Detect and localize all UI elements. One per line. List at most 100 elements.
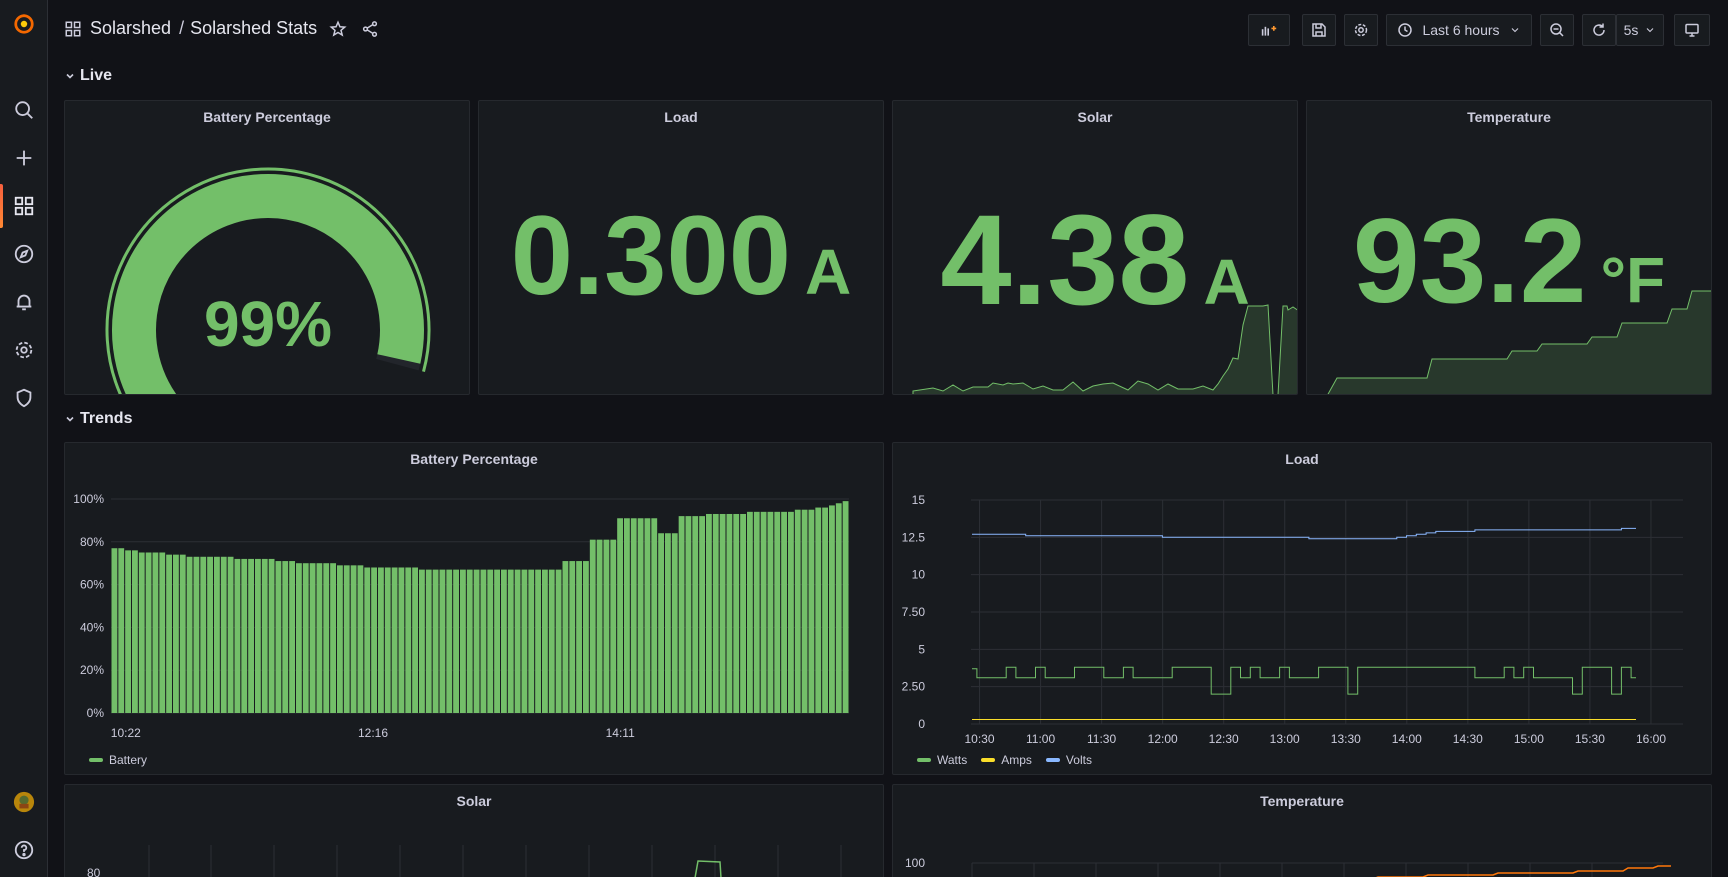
bar[interactable] xyxy=(665,533,671,713)
plus-icon[interactable] xyxy=(0,140,48,176)
share-icon[interactable] xyxy=(361,20,379,38)
bar[interactable] xyxy=(507,569,514,713)
bar[interactable] xyxy=(706,513,712,713)
bar[interactable] xyxy=(391,567,398,713)
bar[interactable] xyxy=(788,511,794,713)
bar[interactable] xyxy=(630,518,637,713)
bar[interactable] xyxy=(658,533,664,713)
configuration-gear-icon[interactable] xyxy=(0,332,48,368)
panel-trends-battery[interactable]: Battery Percentage 0% 20% 40% 60% 80% 100% 10:… xyxy=(64,442,884,775)
bar[interactable] xyxy=(118,548,125,713)
bar[interactable] xyxy=(323,563,330,713)
bar[interactable] xyxy=(781,511,787,713)
bar[interactable] xyxy=(712,513,719,713)
bar[interactable] xyxy=(248,558,254,713)
view-mode-button[interactable] xyxy=(1674,14,1710,46)
bar[interactable] xyxy=(685,516,692,713)
bar[interactable] xyxy=(241,558,248,713)
panel-trends-solar[interactable]: Solar 80 xyxy=(64,784,884,877)
bar[interactable] xyxy=(480,569,487,713)
bar[interactable] xyxy=(794,509,801,713)
dashboards-icon[interactable] xyxy=(0,188,48,224)
panel-live-battery[interactable]: Battery Percentage 99% xyxy=(64,100,470,395)
bar[interactable] xyxy=(651,518,658,713)
bar[interactable] xyxy=(364,567,371,713)
bar[interactable] xyxy=(692,516,699,713)
server-admin-shield-icon[interactable] xyxy=(0,380,48,416)
bar[interactable] xyxy=(678,516,685,713)
bar[interactable] xyxy=(419,569,425,713)
panel-live-temperature[interactable]: Temperature 93.2 °F xyxy=(1306,100,1712,395)
bar[interactable] xyxy=(835,503,842,713)
bar[interactable] xyxy=(214,556,220,713)
bar[interactable] xyxy=(138,552,145,714)
bar[interactable] xyxy=(535,569,541,713)
bar[interactable] xyxy=(726,513,733,713)
save-dashboard-button[interactable] xyxy=(1302,14,1336,46)
bar[interactable] xyxy=(487,569,494,713)
bar[interactable] xyxy=(494,569,500,713)
bar[interactable] xyxy=(227,556,234,713)
bar[interactable] xyxy=(179,554,186,713)
bar[interactable] xyxy=(425,569,432,713)
bar[interactable] xyxy=(282,561,289,713)
legend-item-volts[interactable]: Volts xyxy=(1045,753,1092,767)
bar[interactable] xyxy=(644,518,651,713)
bar[interactable] xyxy=(822,507,828,713)
bar[interactable] xyxy=(671,533,678,713)
add-panel-button[interactable] xyxy=(1248,14,1290,46)
explore-compass-icon[interactable] xyxy=(0,236,48,272)
bar[interactable] xyxy=(296,563,302,713)
bar[interactable] xyxy=(350,565,357,713)
row-header-live[interactable]: Live xyxy=(64,67,112,85)
dashboard-title[interactable]: Solarshed Stats xyxy=(190,18,318,38)
bar[interactable] xyxy=(132,550,138,713)
bar[interactable] xyxy=(528,569,535,713)
bar[interactable] xyxy=(548,569,555,713)
bar[interactable] xyxy=(624,518,630,713)
zoom-out-button[interactable] xyxy=(1540,14,1574,46)
bar[interactable] xyxy=(193,556,200,713)
search-icon[interactable] xyxy=(0,92,48,128)
dashboard-settings-button[interactable] xyxy=(1344,14,1378,46)
series-line-volts[interactable] xyxy=(972,527,1636,540)
bar[interactable] xyxy=(753,511,760,713)
bar[interactable] xyxy=(405,567,412,713)
bar[interactable] xyxy=(275,561,282,713)
bar[interactable] xyxy=(337,565,343,713)
bar[interactable] xyxy=(125,550,131,713)
bar[interactable] xyxy=(815,507,822,713)
panel-trends-load[interactable]: Load 0 2.50 5 7.50 10 12.5 15 10:30 11:00 11:30 12… xyxy=(892,442,1712,775)
bar[interactable] xyxy=(733,513,740,713)
bar[interactable] xyxy=(446,569,453,713)
bar[interactable] xyxy=(412,567,418,713)
bar[interactable] xyxy=(589,539,596,713)
bar[interactable] xyxy=(521,569,528,713)
bar[interactable] xyxy=(760,511,767,713)
bar[interactable] xyxy=(542,569,548,713)
bar[interactable] xyxy=(173,554,179,713)
help-icon[interactable] xyxy=(0,832,48,868)
alerting-bell-icon[interactable] xyxy=(0,284,48,320)
bar[interactable] xyxy=(289,561,295,713)
time-picker-button[interactable]: Last 6 hours xyxy=(1386,14,1532,46)
panel-trends-temperature[interactable]: Temperature 100 xyxy=(892,784,1712,877)
legend-item-battery[interactable]: Battery xyxy=(89,753,147,767)
bar[interactable] xyxy=(152,552,159,714)
bar[interactable] xyxy=(466,569,473,713)
bar[interactable] xyxy=(555,569,562,713)
panel-live-solar[interactable]: Solar 4.38 A xyxy=(892,100,1298,395)
bar[interactable] xyxy=(610,539,617,713)
user-avatar[interactable] xyxy=(0,784,48,820)
bar[interactable] xyxy=(343,565,350,713)
star-icon[interactable] xyxy=(329,19,347,38)
bar[interactable] xyxy=(261,558,268,713)
bar[interactable] xyxy=(378,567,384,713)
bar[interactable] xyxy=(207,556,213,713)
bar[interactable] xyxy=(309,563,316,713)
bar[interactable] xyxy=(719,513,726,713)
bar[interactable] xyxy=(145,552,152,714)
bar[interactable] xyxy=(747,511,753,713)
bar[interactable] xyxy=(111,548,118,713)
refresh-button[interactable] xyxy=(1582,14,1616,46)
